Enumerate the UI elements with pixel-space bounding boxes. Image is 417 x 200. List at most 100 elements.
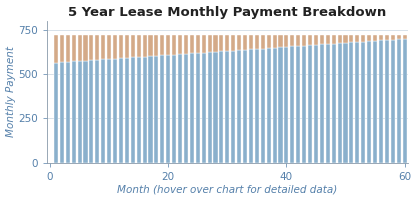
Bar (190, 35, 194, 53)
Bar (66, 62, 70, 163)
Bar (72, 35, 76, 61)
Bar (261, 35, 265, 49)
Bar (255, 35, 259, 49)
Bar (131, 35, 135, 57)
Bar (184, 54, 188, 163)
Bar (391, 35, 395, 40)
Bar (95, 60, 99, 163)
Bar (237, 50, 241, 163)
Bar (154, 56, 158, 163)
Bar (208, 52, 212, 163)
Bar (308, 35, 312, 45)
Bar (373, 41, 377, 163)
Bar (266, 35, 271, 48)
Bar (361, 42, 365, 163)
Bar (231, 35, 235, 51)
Bar (196, 35, 200, 53)
Bar (178, 54, 182, 163)
Bar (60, 62, 64, 163)
Bar (349, 42, 354, 163)
Bar (243, 35, 247, 50)
Bar (279, 35, 283, 47)
Bar (255, 49, 259, 163)
Bar (349, 35, 354, 42)
Bar (95, 35, 99, 60)
Bar (284, 35, 289, 47)
Bar (119, 58, 123, 163)
Bar (397, 39, 401, 163)
Bar (107, 59, 111, 163)
Bar (279, 47, 283, 163)
Bar (314, 45, 318, 163)
Bar (219, 35, 224, 51)
Bar (332, 44, 336, 163)
Bar (249, 49, 253, 163)
Bar (261, 49, 265, 163)
Bar (125, 58, 129, 163)
Bar (344, 43, 347, 163)
Bar (273, 35, 276, 48)
Bar (326, 35, 330, 44)
Bar (119, 35, 123, 58)
Bar (379, 40, 383, 163)
Bar (243, 50, 247, 163)
Bar (143, 57, 147, 163)
Bar (137, 57, 141, 163)
Bar (367, 35, 371, 41)
Bar (89, 35, 93, 60)
Bar (337, 43, 342, 163)
Bar (326, 44, 330, 163)
Bar (72, 61, 76, 163)
Bar (201, 35, 206, 53)
Bar (214, 35, 218, 52)
Bar (355, 35, 359, 42)
Bar (214, 52, 218, 163)
Bar (219, 51, 224, 163)
Bar (101, 35, 106, 59)
Title: 5 Year Lease Monthly Payment Breakdown: 5 Year Lease Monthly Payment Breakdown (68, 6, 387, 19)
Bar (89, 60, 93, 163)
Bar (107, 35, 111, 59)
Bar (148, 35, 153, 56)
Bar (143, 35, 147, 57)
Bar (137, 35, 141, 57)
X-axis label: Month (hover over chart for detailed data): Month (hover over chart for detailed dat… (117, 184, 337, 194)
Bar (131, 57, 135, 163)
Bar (308, 45, 312, 163)
Bar (101, 59, 106, 163)
Bar (266, 48, 271, 163)
Bar (302, 35, 306, 46)
Bar (296, 35, 300, 46)
Bar (166, 55, 170, 163)
Bar (178, 35, 182, 54)
Bar (54, 35, 58, 63)
Bar (391, 40, 395, 163)
Bar (237, 35, 241, 50)
Bar (225, 35, 229, 51)
Bar (184, 35, 188, 54)
Bar (196, 53, 200, 163)
Bar (273, 48, 276, 163)
Bar (385, 40, 389, 163)
Bar (83, 35, 88, 61)
Bar (296, 46, 300, 163)
Bar (78, 35, 82, 61)
Bar (373, 35, 377, 41)
Bar (83, 61, 88, 163)
Bar (201, 53, 206, 163)
Bar (355, 42, 359, 163)
Bar (385, 35, 389, 40)
Bar (125, 35, 129, 58)
Bar (54, 63, 58, 163)
Bar (208, 35, 212, 52)
Bar (344, 35, 347, 43)
Bar (66, 35, 70, 62)
Bar (290, 35, 294, 46)
Bar (302, 46, 306, 163)
Bar (337, 35, 342, 43)
Bar (249, 35, 253, 49)
Bar (154, 35, 158, 56)
Bar (113, 35, 117, 59)
Bar (402, 39, 407, 163)
Bar (402, 35, 407, 39)
